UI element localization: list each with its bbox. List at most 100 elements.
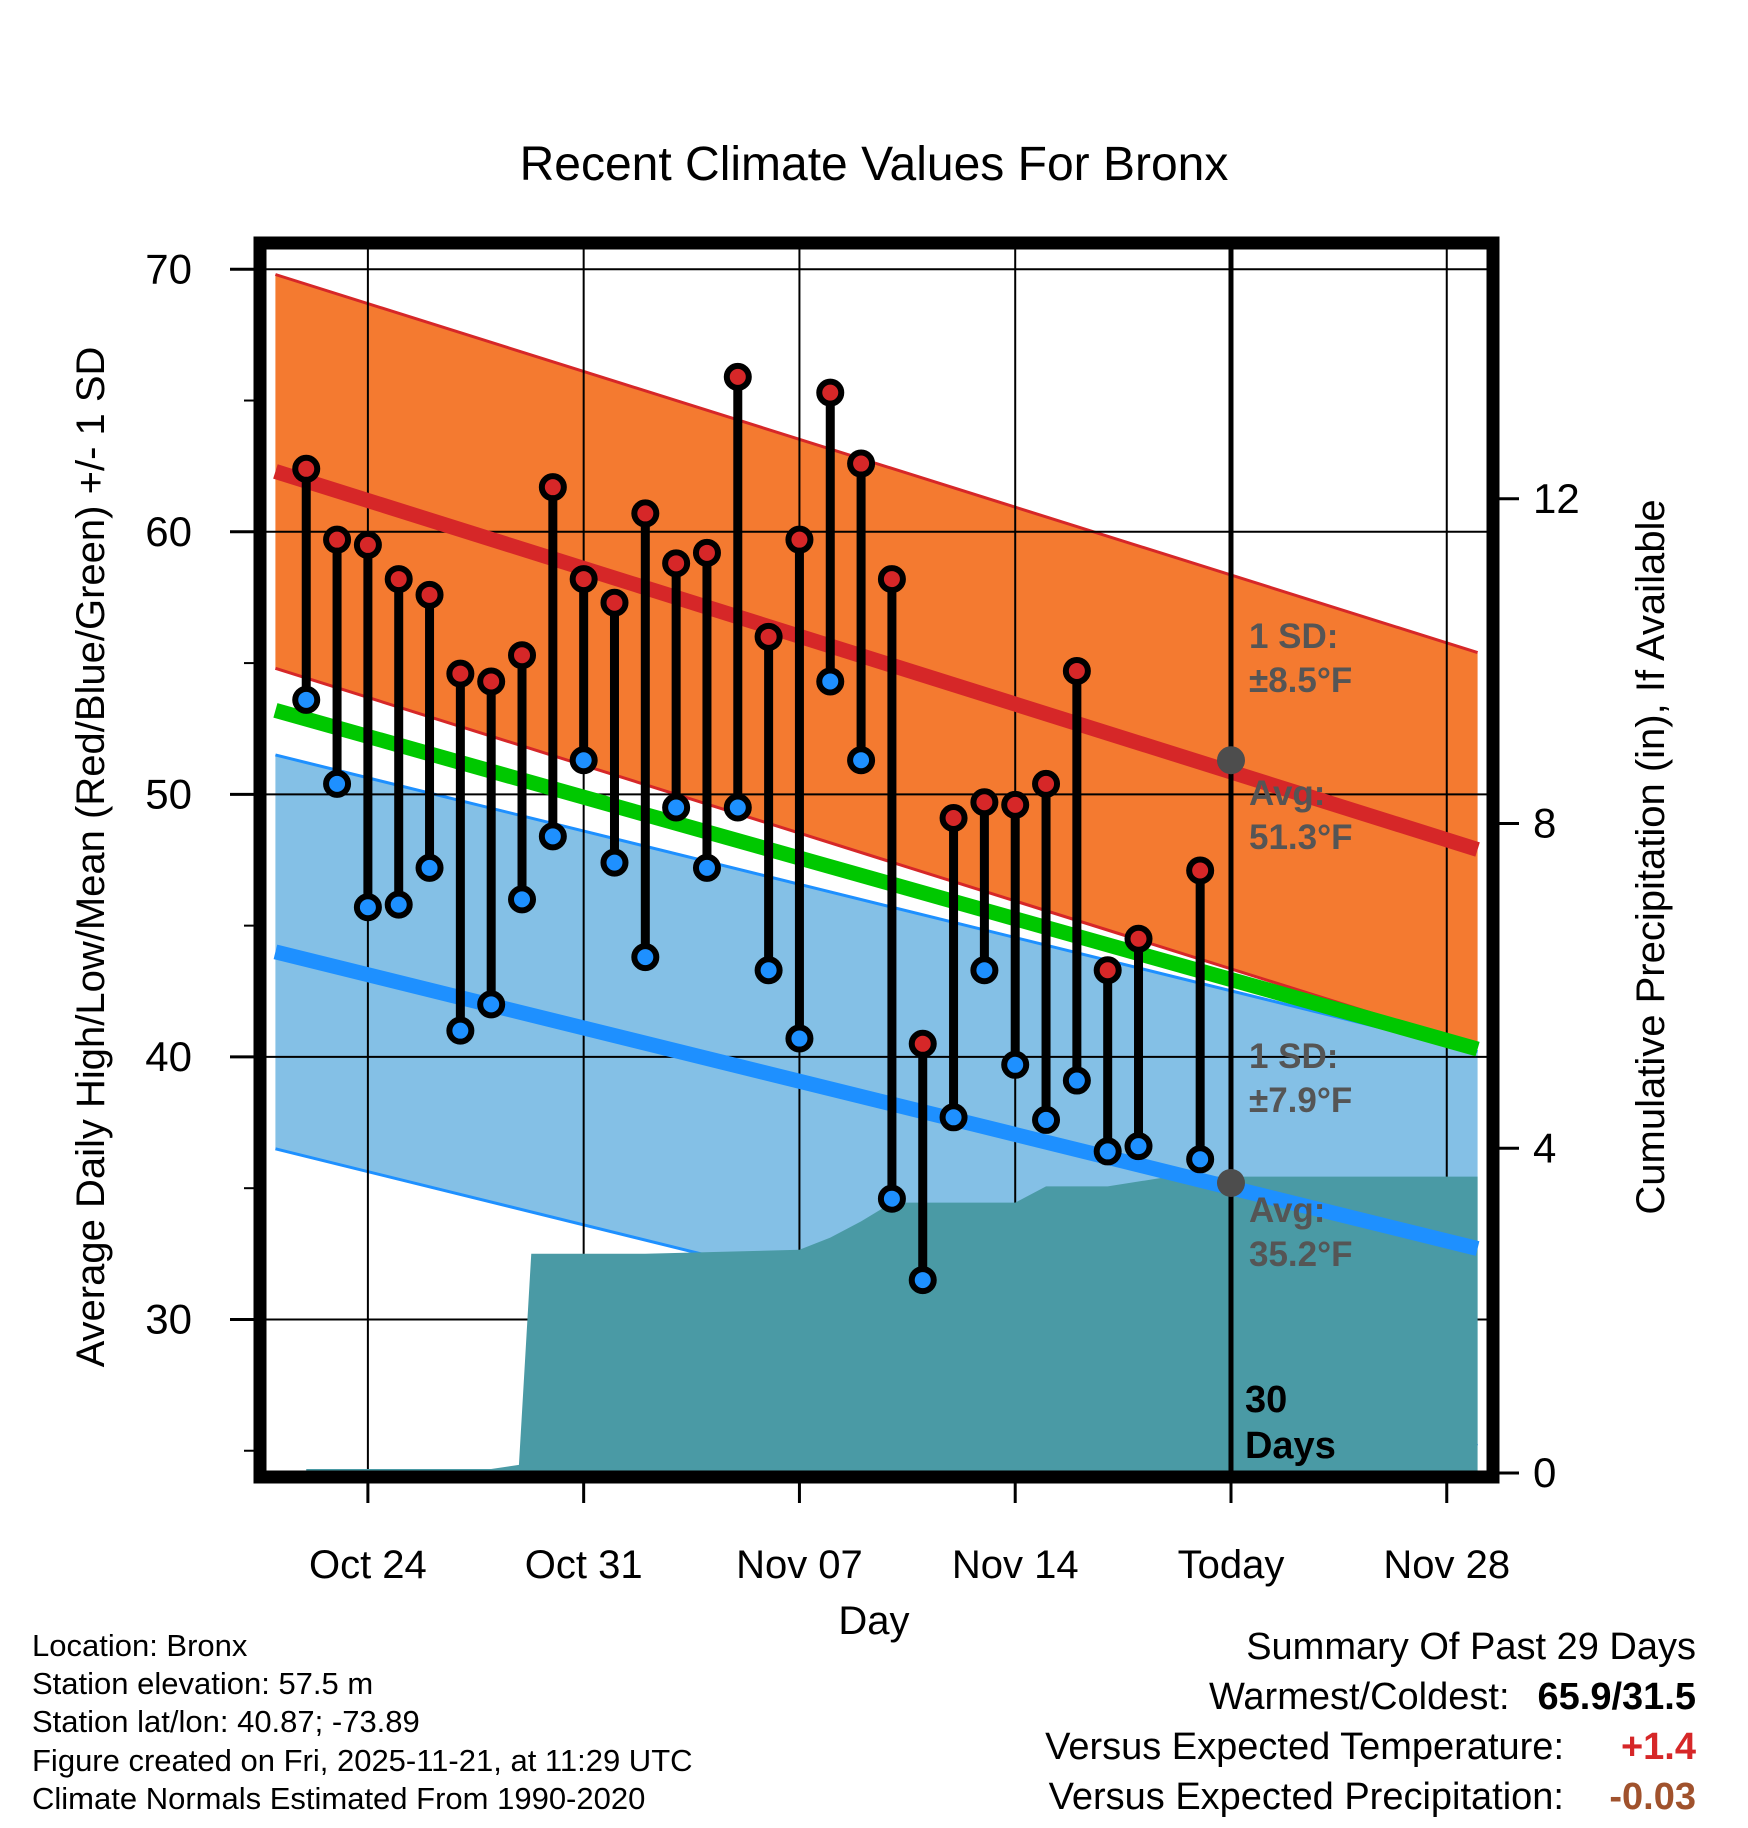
daily-high-point: [816, 378, 845, 407]
low-avg-label: Avg: 35.2°F: [1249, 1191, 1353, 1274]
daily-high-point: [477, 667, 506, 696]
days-label: 30 Days: [1245, 1379, 1336, 1467]
daily-high-point: [323, 525, 352, 554]
daily-low-point: [908, 1266, 937, 1295]
today-high-dot: [1216, 746, 1245, 775]
daily-high-point: [1186, 856, 1215, 885]
y-axis-title: Average Daily High/Low/Mean (Red/Blue/Gr…: [69, 347, 113, 1368]
high-sd-lower-line: [274, 666, 1479, 1048]
daily-low-point: [477, 990, 506, 1019]
daily-low-point: [600, 848, 629, 877]
daily-low-point: [446, 1016, 475, 1045]
x-tick-label: Oct 24: [309, 1543, 427, 1587]
daily-low-point: [353, 893, 382, 922]
summary-temp-row: Versus Expected Temperature: +1.4: [1045, 1722, 1696, 1772]
y2-tick-label: 8: [1533, 800, 1556, 847]
daily-low-point: [1093, 1137, 1122, 1166]
daily-high-point: [847, 449, 876, 478]
daily-high-point: [754, 622, 783, 651]
precip-departure-value: -0.03: [1609, 1776, 1696, 1818]
daily-low-point: [723, 793, 752, 822]
temp-departure-value: +1.4: [1620, 1726, 1696, 1768]
x-tick-label: Nov 14: [952, 1543, 1079, 1587]
x-axis-title: Day: [838, 1599, 909, 1643]
daily-high-point: [1001, 790, 1030, 819]
warmest-label: Warmest/Coldest:: [1208, 1676, 1510, 1718]
high-sd-label: 1 SD: ±8.5°F: [1249, 617, 1352, 700]
daily-high-point: [631, 499, 660, 528]
high-avg-label: Avg: 51.3°F: [1249, 774, 1353, 857]
daily-high-point: [939, 803, 968, 832]
daily-low-point: [662, 793, 691, 822]
normals-text: Climate Normals Estimated From 1990-2020: [32, 1780, 646, 1816]
daily-high-point: [569, 565, 598, 594]
daily-low-point: [847, 746, 876, 775]
summary-warmest-row: Warmest/Coldest: 65.9/31.5: [1045, 1672, 1696, 1722]
low-sd-label: 1 SD: ±7.9°F: [1249, 1037, 1352, 1120]
daily-high-point: [600, 588, 629, 617]
temp-departure-label: Versus Expected Temperature:: [1045, 1726, 1564, 1768]
normal-high-line: [273, 464, 1480, 857]
y-tick-label: 50: [145, 770, 192, 817]
summary-precip-row: Versus Expected Precipitation: -0.03: [1045, 1772, 1696, 1822]
high-sd-upper-line: [274, 273, 1479, 655]
daily-high-point: [1032, 769, 1061, 798]
y-tick-label: 60: [145, 508, 192, 555]
daily-low-point: [1186, 1145, 1215, 1174]
daily-high-point: [538, 473, 567, 502]
daily-low-point: [877, 1184, 906, 1213]
daily-high-point: [292, 454, 321, 483]
daily-low-point: [569, 746, 598, 775]
daily-high-point: [508, 641, 537, 670]
daily-low-point: [1032, 1105, 1061, 1134]
daily-high-point: [692, 538, 721, 567]
daily-low-point: [323, 769, 352, 798]
daily-high-point: [723, 362, 752, 391]
daily-high-point: [384, 565, 413, 594]
daily-low-point: [538, 822, 567, 851]
low-sd-upper-line: [275, 753, 1478, 1054]
daily-high-point: [908, 1029, 937, 1058]
x-tick-label: Oct 31: [525, 1543, 643, 1587]
daily-low-point: [415, 853, 444, 882]
summary-panel: Summary Of Past 29 Days Warmest/Coldest:…: [1045, 1622, 1696, 1822]
daily-high-point: [415, 580, 444, 609]
x-tick-label: Today: [1178, 1543, 1285, 1587]
daily-high-point: [785, 525, 814, 554]
precip-area: [306, 1176, 1478, 1472]
daily-low-point: [384, 890, 413, 919]
location-text: Location: Bronx: [32, 1628, 248, 1663]
daily-high-point: [446, 659, 475, 688]
chart-title: Recent Climate Values For Bronx: [520, 138, 1229, 191]
normal-low-line: [273, 944, 1480, 1256]
daily-low-point: [1062, 1066, 1091, 1095]
daily-high-point: [353, 530, 382, 559]
warmest-value: 65.9/31.5: [1537, 1676, 1696, 1718]
y2-tick-label: 4: [1533, 1124, 1556, 1171]
today-low-dot: [1216, 1168, 1245, 1197]
daily-high-point: [877, 565, 906, 594]
daily-high-point: [970, 788, 999, 817]
daily-low-point: [1124, 1132, 1153, 1161]
daily-low-point: [508, 885, 537, 914]
daily-high-point: [1124, 924, 1153, 953]
created-text: Figure created on Fri, 2025-11-21, at 11…: [32, 1742, 693, 1778]
y2-tick-label: 12: [1533, 475, 1580, 522]
summary-title: Summary Of Past 29 Days: [1246, 1626, 1696, 1668]
y-tick-label: 30: [145, 1295, 192, 1342]
daily-low-point: [970, 956, 999, 985]
daily-high-point: [662, 549, 691, 578]
y2-tick-label: 0: [1533, 1449, 1556, 1496]
precip-departure-label: Versus Expected Precipitation:: [1048, 1776, 1564, 1818]
daily-low-point: [754, 956, 783, 985]
daily-low-point: [292, 685, 321, 714]
daily-low-point: [816, 667, 845, 696]
daily-low-point: [1001, 1050, 1030, 1079]
plot-frame: [253, 236, 1500, 1484]
daily-low-point: [692, 853, 721, 882]
elevation-text: Station elevation: 57.5 m: [32, 1666, 374, 1702]
daily-high-point: [1062, 656, 1091, 685]
daily-low-point: [939, 1103, 968, 1132]
y2-axis-title: Cumulative Precipitation (in), If Availa…: [1629, 499, 1673, 1214]
